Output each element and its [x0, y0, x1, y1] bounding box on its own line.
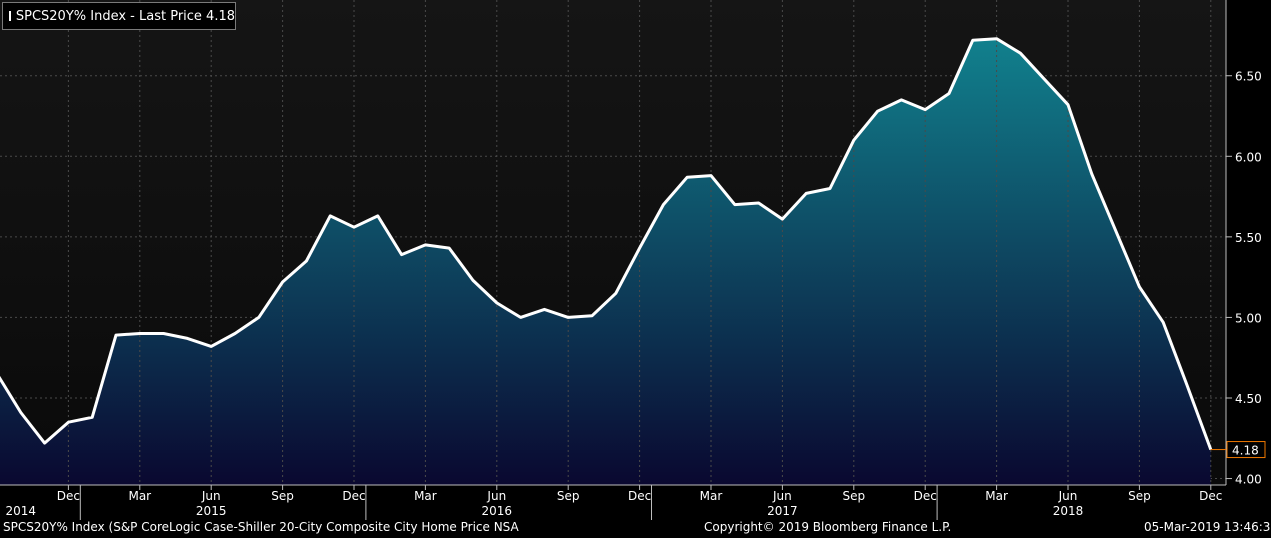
x-tick-label: Mar — [700, 489, 723, 503]
last-price-label: 4.18 — [1232, 444, 1259, 458]
footer-copyright: Copyright© 2019 Bloomberg Finance L.P. — [704, 520, 952, 534]
last-price-marker: 4.18 — [1210, 441, 1266, 459]
x-tick-label: Dec — [628, 489, 651, 503]
series-area — [0, 38, 1211, 485]
y-tick-label: 4.00 — [1235, 473, 1262, 487]
legend-swatch — [9, 11, 11, 21]
x-tick-label: Jun — [486, 489, 506, 503]
x-tick-label: Jun — [772, 489, 792, 503]
x-tick-label: Sep — [271, 489, 294, 503]
x-tick-label: Mar — [128, 489, 151, 503]
x-tick-label: Dec — [914, 489, 937, 503]
footer-timestamp: 05-Mar-2019 13:46:35 — [1144, 520, 1271, 534]
x-tick-label: Jun — [201, 489, 221, 503]
legend: SPCS20Y% Index - Last Price 4.18 — [2, 2, 236, 30]
y-tick-label: 5.00 — [1235, 311, 1262, 325]
vertical-grid — [67, 0, 1212, 485]
x-tick-label: Sep — [842, 489, 865, 503]
x-tick-label: Jun — [1058, 489, 1078, 503]
x-tick-label: Sep — [557, 489, 580, 503]
y-tick-label: 6.00 — [1235, 150, 1262, 164]
x-tick-label: Dec — [57, 489, 80, 503]
x-year-label: 2016 — [482, 504, 513, 518]
x-year-label: 2018 — [1053, 504, 1084, 518]
x-tick-label: Sep — [1128, 489, 1151, 503]
legend-label: SPCS20Y% Index - Last Price 4.18 — [15, 8, 235, 24]
x-year-label: 2017 — [767, 504, 798, 518]
series-points — [20, 38, 1211, 450]
x-tick-label: Dec — [1199, 489, 1222, 503]
series-line — [0, 37, 1213, 451]
y-tick-label: 4.50 — [1235, 392, 1262, 406]
y-tick-label: 6.50 — [1235, 70, 1262, 84]
x-axis: Dec Mar Jun Sep Dec Mar Jun Sep Dec Mar Jun Sep Dec M… — [6, 485, 1222, 520]
x-year-label: 2015 — [196, 504, 227, 518]
last-price-box — [1226, 441, 1266, 459]
x-year-label: 2014 — [6, 504, 37, 518]
x-tick-label: Mar — [414, 489, 437, 503]
footer-description: SPCS20Y% Index (S&P CoreLogic Case-Shill… — [3, 520, 519, 534]
y-tick-label: 5.50 — [1235, 231, 1262, 245]
x-tick-label: Mar — [985, 489, 1008, 503]
y-axis: 4.00 4.50 5.00 5.50 6.00 6.50 — [1226, 70, 1262, 487]
x-tick-label: Dec — [342, 489, 365, 503]
